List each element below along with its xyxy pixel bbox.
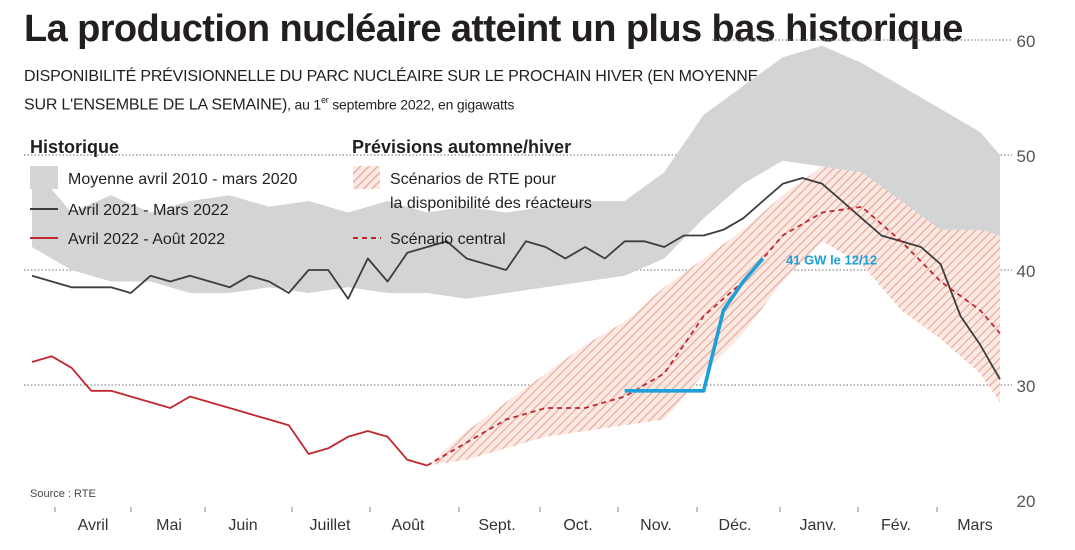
y-tick-label-40: 40 <box>1017 262 1036 281</box>
series-band-average-2010-2020 <box>32 45 1000 299</box>
chart-subtitle-line2: SUR L'ENSEMBLE DE LA SEMAINE), au 1er se… <box>24 95 514 114</box>
x-tick-label-6: Oct. <box>563 517 592 534</box>
x-tick-label-5: Sept. <box>478 517 515 534</box>
x-tick-label-3: Juillet <box>310 517 351 534</box>
x-tick-label-10: Fév. <box>881 517 911 534</box>
x-tick-label-9: Janv. <box>799 517 836 534</box>
subtitle-date-part-b: septembre 2022, en gigawatts <box>328 96 515 113</box>
series-band-rte-scenarios <box>427 166 1001 466</box>
legend-swatch-band <box>30 166 58 189</box>
series-line-2022 <box>31 355 428 467</box>
annotation-line-41gw <box>624 257 765 393</box>
x-tick-label-7: Nov. <box>640 517 672 534</box>
legend-label-scenarios-line1: Scénarios de RTE pour <box>390 171 557 188</box>
x-tick-label-4: Août <box>392 517 425 534</box>
subtitle-date-part-a: , au 1 <box>287 96 321 113</box>
legend-label-scenarios-line2: la disponibilité des réacteurs <box>390 195 592 212</box>
annotation-label-41gw: 41 GW le 12/12 <box>786 252 877 267</box>
legend-label-2021: Avril 2021 - Mars 2022 <box>68 202 229 219</box>
legend-label-2022: Avril 2022 - Août 2022 <box>68 231 225 248</box>
y-tick-label-20: 20 <box>1017 492 1036 511</box>
legend-heading-previsions: Prévisions automne/hiver <box>352 137 571 157</box>
legend-swatch-scenarios <box>353 166 380 189</box>
subtitle-caps-part: SUR L'ENSEMBLE DE LA SEMAINE) <box>24 96 288 114</box>
legend-heading-historique: Historique <box>30 137 119 157</box>
x-tick-label-11: Mars <box>957 517 993 534</box>
legend-label-central: Scénario central <box>390 231 506 248</box>
chart-title: La production nucléaire atteint un plus … <box>24 8 963 50</box>
x-tick-label-2: Juin <box>228 517 257 534</box>
source-label: Source : RTE <box>30 488 96 500</box>
series-dashed-central-scenario <box>426 205 1001 467</box>
y-tick-label-60: 60 <box>1017 32 1036 51</box>
x-tick-label-0: Avril <box>78 517 109 534</box>
series-line-2021-2022 <box>31 177 1001 380</box>
legend-label-band: Moyenne avril 2010 - mars 2020 <box>68 171 298 188</box>
subtitle-superscript: er <box>320 95 329 105</box>
y-tick-label-50: 50 <box>1017 147 1036 166</box>
x-tick-label-8: Déc. <box>719 517 752 534</box>
x-tick-label-1: Mai <box>156 517 182 534</box>
y-tick-label-30: 30 <box>1017 377 1036 396</box>
chart-subtitle-line1: DISPONIBILITÉ PRÉVISIONNELLE DU PARC NUC… <box>24 68 759 85</box>
